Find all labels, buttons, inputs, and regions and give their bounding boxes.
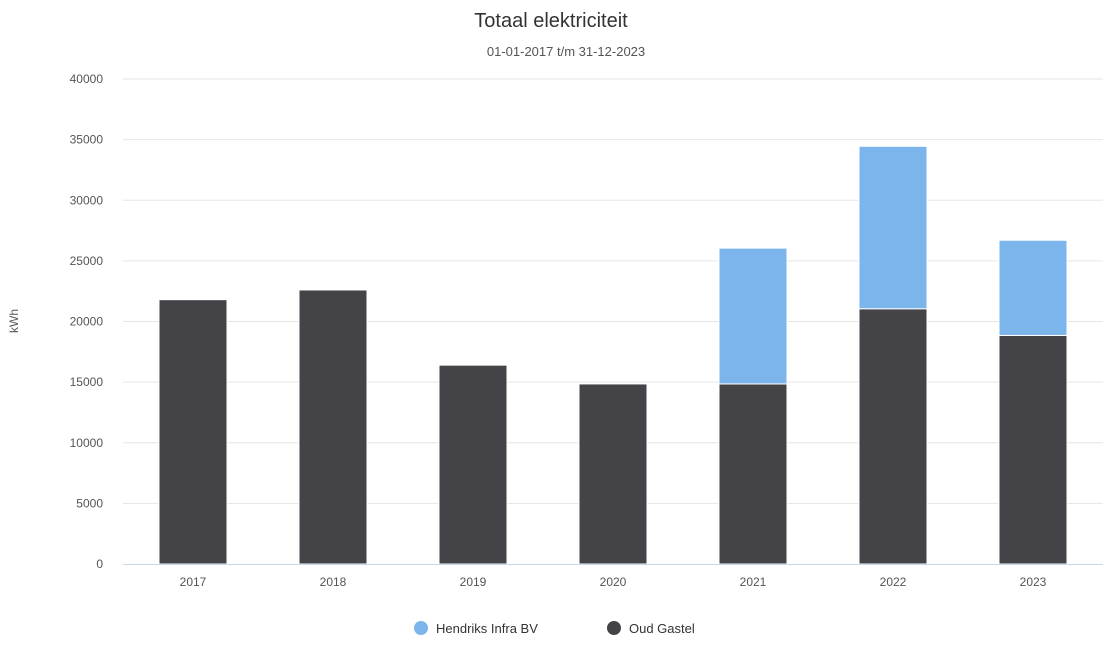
- x-tick-label: 2020: [600, 575, 627, 589]
- x-tick-label: 2018: [320, 575, 347, 589]
- bar-hendriks-infra-bv-2022[interactable]: [858, 145, 928, 310]
- chart-title: Totaal elektriciteit: [474, 10, 628, 32]
- legend-item-oud-gastel[interactable]: Oud Gastel: [607, 621, 695, 636]
- x-tick-label: 2021: [740, 575, 767, 589]
- bar-oud-gastel-2021[interactable]: [718, 383, 788, 565]
- legend-marker: [414, 621, 428, 635]
- x-axis-tick-labels: 2017 2018 2019 2020 2021 2022 2023: [180, 575, 1047, 589]
- y-axis-tick-labels: 0 5000 10000 15000 20000 25000 30000 35000 40000: [70, 72, 104, 571]
- x-tick-label: 2023: [1020, 575, 1047, 589]
- y-tick-label: 15000: [70, 375, 104, 389]
- y-tick-label: 35000: [70, 133, 104, 147]
- bar-oud-gastel-2020[interactable]: [578, 383, 648, 565]
- legend-marker: [607, 621, 621, 635]
- bars: [158, 145, 1068, 565]
- legend-item-hendriks-infra-bv[interactable]: Hendriks Infra BV: [414, 621, 538, 636]
- legend-label: Hendriks Infra BV: [436, 621, 538, 636]
- y-tick-label: 0: [96, 557, 103, 571]
- bar-hendriks-infra-bv-2023[interactable]: [998, 239, 1068, 336]
- x-tick-label: 2022: [880, 575, 907, 589]
- y-tick-label: 5000: [76, 496, 103, 510]
- bar-oud-gastel-2017[interactable]: [158, 299, 228, 565]
- y-tick-label: 25000: [70, 254, 104, 268]
- bar-oud-gastel-2022[interactable]: [858, 308, 928, 565]
- legend: Hendriks Infra BV Oud Gastel: [414, 621, 695, 636]
- legend-label: Oud Gastel: [629, 621, 695, 636]
- gridlines: [123, 78, 1103, 504]
- y-axis-title: kWh: [7, 309, 21, 333]
- y-tick-label: 20000: [70, 315, 104, 329]
- bar-hendriks-infra-bv-2021[interactable]: [718, 247, 788, 385]
- y-tick-label: 40000: [70, 72, 104, 86]
- x-tick-label: 2019: [460, 575, 487, 589]
- x-tick-label: 2017: [180, 575, 207, 589]
- bar-oud-gastel-2019[interactable]: [438, 364, 508, 565]
- chart-subtitle: 01-01-2017 t/m 31-12-2023: [487, 44, 645, 59]
- bar-oud-gastel-2018[interactable]: [298, 289, 368, 565]
- y-tick-label: 30000: [70, 193, 104, 207]
- bar-oud-gastel-2023[interactable]: [998, 334, 1068, 565]
- y-tick-label: 10000: [70, 436, 104, 450]
